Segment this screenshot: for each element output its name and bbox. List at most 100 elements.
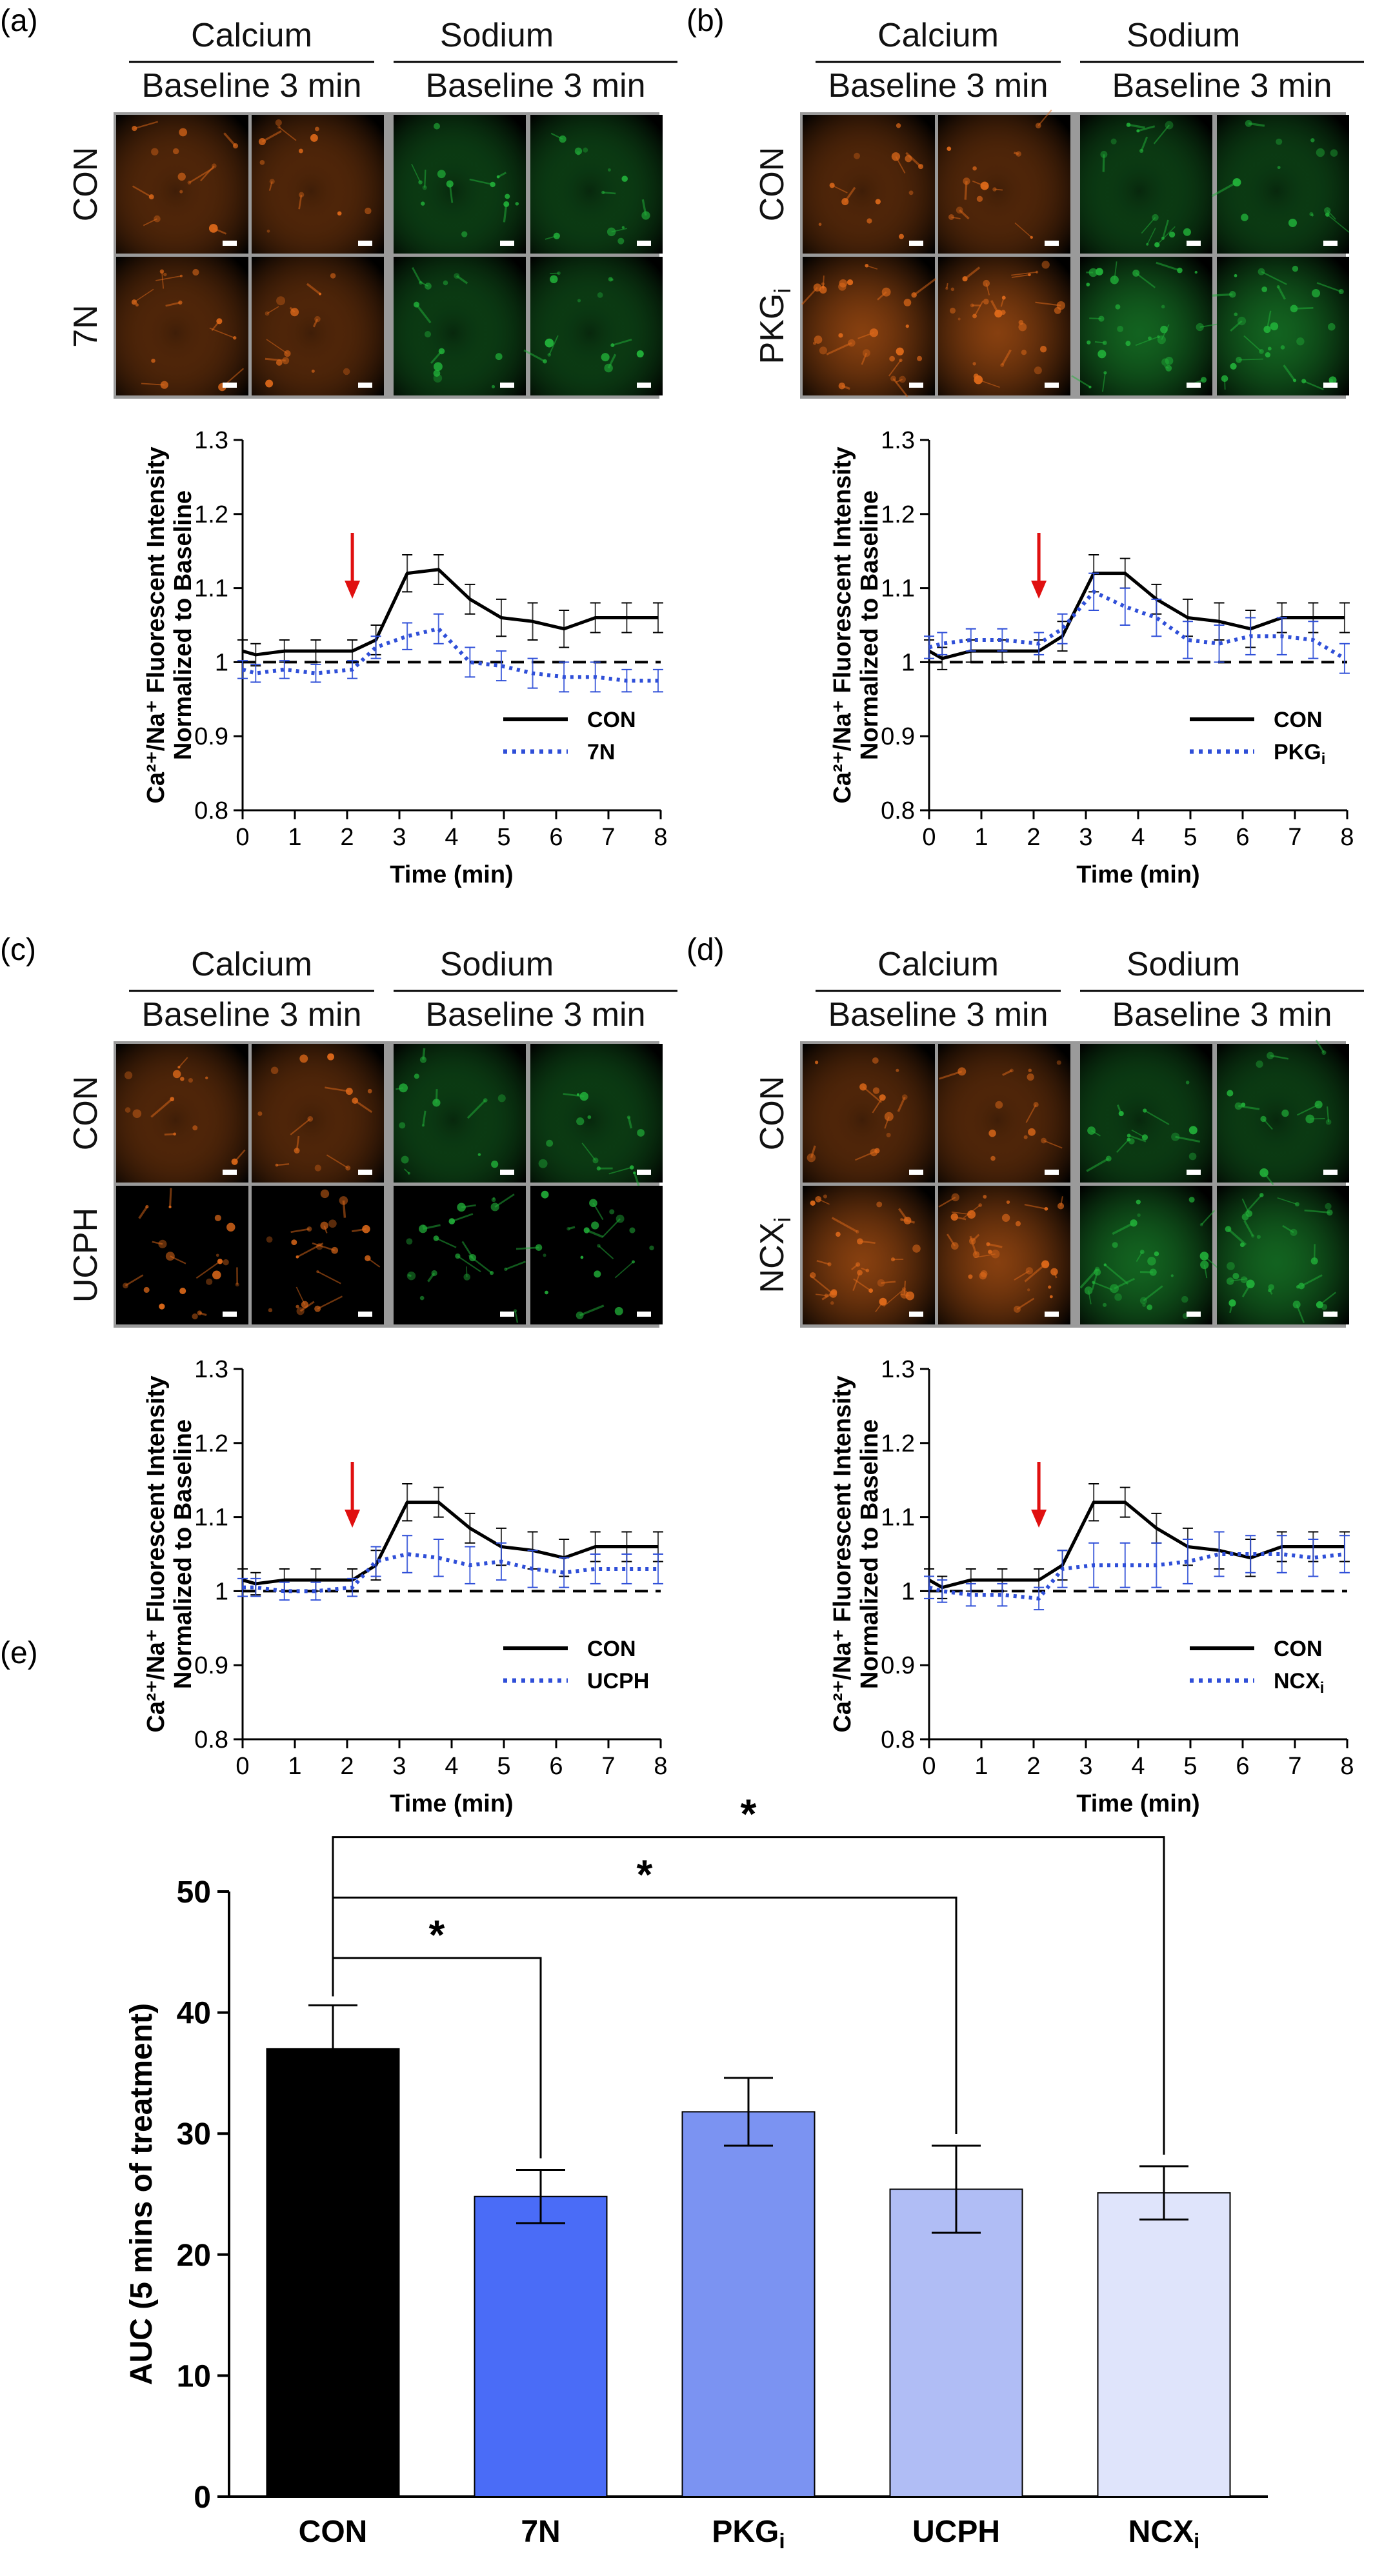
calcium-image-glow — [803, 1044, 935, 1183]
scale-bar — [358, 1312, 372, 1317]
sodium-image-cell — [1125, 341, 1131, 346]
sodium-image-process — [1128, 1135, 1147, 1143]
sodium-image-cell — [1161, 358, 1169, 366]
calcium-image-cell — [1001, 310, 1006, 315]
sodium-image-process — [469, 178, 493, 186]
sodium-image-cell — [580, 1255, 584, 1259]
calcium-image-cell — [339, 1196, 348, 1205]
sodium-image-process — [1296, 1304, 1305, 1323]
y-tick-label: 1 — [215, 1578, 228, 1605]
x-tick-label: 2 — [1027, 824, 1040, 851]
sodium-image-cell — [541, 1190, 549, 1199]
x-tick-label: 7 — [601, 824, 615, 851]
y-tick-label: 1.3 — [194, 1356, 228, 1383]
sodium-image-cell — [538, 1159, 548, 1168]
calcium-image-cell — [830, 1301, 834, 1305]
x-tick-label: 7 — [601, 1753, 615, 1780]
sodium-image-cell — [1185, 1081, 1190, 1084]
sodium-image-cell — [495, 353, 503, 361]
legend-label: CON — [587, 708, 636, 732]
calcium-image-process — [815, 1293, 827, 1297]
calcium-image-cell — [884, 1112, 894, 1121]
significance-star: * — [429, 1912, 445, 1958]
sodium-image-process — [1136, 1252, 1143, 1263]
sodium-image-cell — [1200, 1260, 1209, 1270]
scale-bar — [500, 383, 514, 388]
calcium-image-cell — [990, 1155, 996, 1161]
scale-bar — [223, 241, 237, 246]
sodium-image-cell — [1227, 1262, 1235, 1270]
row-label: 7N — [67, 305, 105, 347]
sodium-image-process — [1093, 1281, 1113, 1291]
sodium-image-cell — [597, 292, 603, 298]
bar — [1097, 2192, 1231, 2498]
calcium-image-process — [859, 1240, 876, 1244]
row-label-main: 7N — [67, 305, 105, 347]
sodium-image-glow — [1080, 1044, 1212, 1183]
calcium-image-cell — [983, 298, 989, 305]
x-tick-label: 2 — [340, 1753, 354, 1780]
calcium-image-cell — [180, 1077, 185, 1081]
calcium-image-cell — [311, 369, 315, 373]
sodium-image-cell — [1117, 325, 1124, 332]
calcium-image-cell — [259, 160, 265, 165]
sodium-image-cell — [596, 1166, 601, 1171]
calcium-image — [938, 1186, 1070, 1324]
calcium-image-glow — [803, 115, 935, 254]
sodium-image-cell — [577, 299, 581, 303]
x-tick-label: 6 — [1236, 824, 1249, 851]
x-tick-label: 7 — [1288, 824, 1301, 851]
sodium-image-cell — [1168, 231, 1176, 238]
sodium-image-process — [1144, 1110, 1170, 1126]
calcium-image-process — [1060, 1196, 1063, 1206]
sodium-image-process — [461, 1241, 474, 1259]
sodium-image-cell — [505, 194, 510, 199]
row-label: CON — [754, 1076, 791, 1151]
calcium-image-process — [817, 1199, 830, 1205]
sodium-image-cell — [636, 350, 644, 358]
sodium-image-process — [607, 354, 617, 369]
calcium-image-process — [832, 185, 848, 194]
calcium-image-cell — [903, 299, 912, 306]
subheader-calcium: Baseline 3 min — [828, 996, 1048, 1033]
x-tick-label-main: NCX — [1128, 2515, 1194, 2549]
sodium-image-process — [430, 350, 443, 364]
calcium-image — [116, 1186, 248, 1324]
calcium-image-process — [978, 379, 1000, 388]
calcium-image-process — [897, 1096, 906, 1112]
calcium-image-cell — [862, 349, 870, 357]
sodium-image-process — [461, 1204, 476, 1208]
sodium-image-process — [1239, 358, 1263, 361]
sodium-image-cell — [1241, 214, 1248, 221]
y-tick-label: 1.3 — [881, 427, 915, 454]
sodium-image-glow — [530, 1044, 663, 1183]
sodium-image-cell — [418, 180, 423, 185]
y-tick-label: 0.9 — [881, 723, 915, 750]
sodium-image-cell — [576, 1117, 585, 1126]
calcium-image-process — [164, 1133, 175, 1136]
header-sodium: Sodium — [1127, 946, 1240, 983]
sodium-image-cell — [1325, 1203, 1332, 1210]
sodium-image-cell — [1241, 1213, 1249, 1221]
scale-bar — [1187, 1170, 1201, 1175]
calcium-image-process — [161, 271, 165, 289]
sodium-image-process — [1319, 1292, 1336, 1306]
sodium-image-cell — [1165, 357, 1174, 365]
row-label: PKGi — [754, 288, 796, 364]
sodium-image-cell — [1327, 1209, 1333, 1216]
calcium-image-cell — [314, 1305, 321, 1312]
sodium-image-process — [633, 1172, 640, 1186]
calcium-image-process — [1037, 109, 1052, 126]
sodium-image-cell — [1245, 119, 1252, 127]
sodium-image-process — [1135, 272, 1156, 288]
sodium-image-cell — [1305, 1114, 1315, 1124]
y-axis-label: Ca²⁺/Na⁺ Fluorescent Intensity — [143, 446, 170, 803]
sodium-image-process — [1203, 1264, 1208, 1279]
sodium-image-cell — [1114, 1293, 1122, 1301]
sodium-image-cell — [434, 123, 441, 130]
sodium-image-cell — [1312, 288, 1321, 297]
sodium-image-cell — [1188, 1126, 1198, 1135]
calcium-image-cell — [1025, 1267, 1034, 1275]
sodium-image-process — [436, 1237, 457, 1248]
treatment-arrow-head — [1031, 1510, 1047, 1528]
